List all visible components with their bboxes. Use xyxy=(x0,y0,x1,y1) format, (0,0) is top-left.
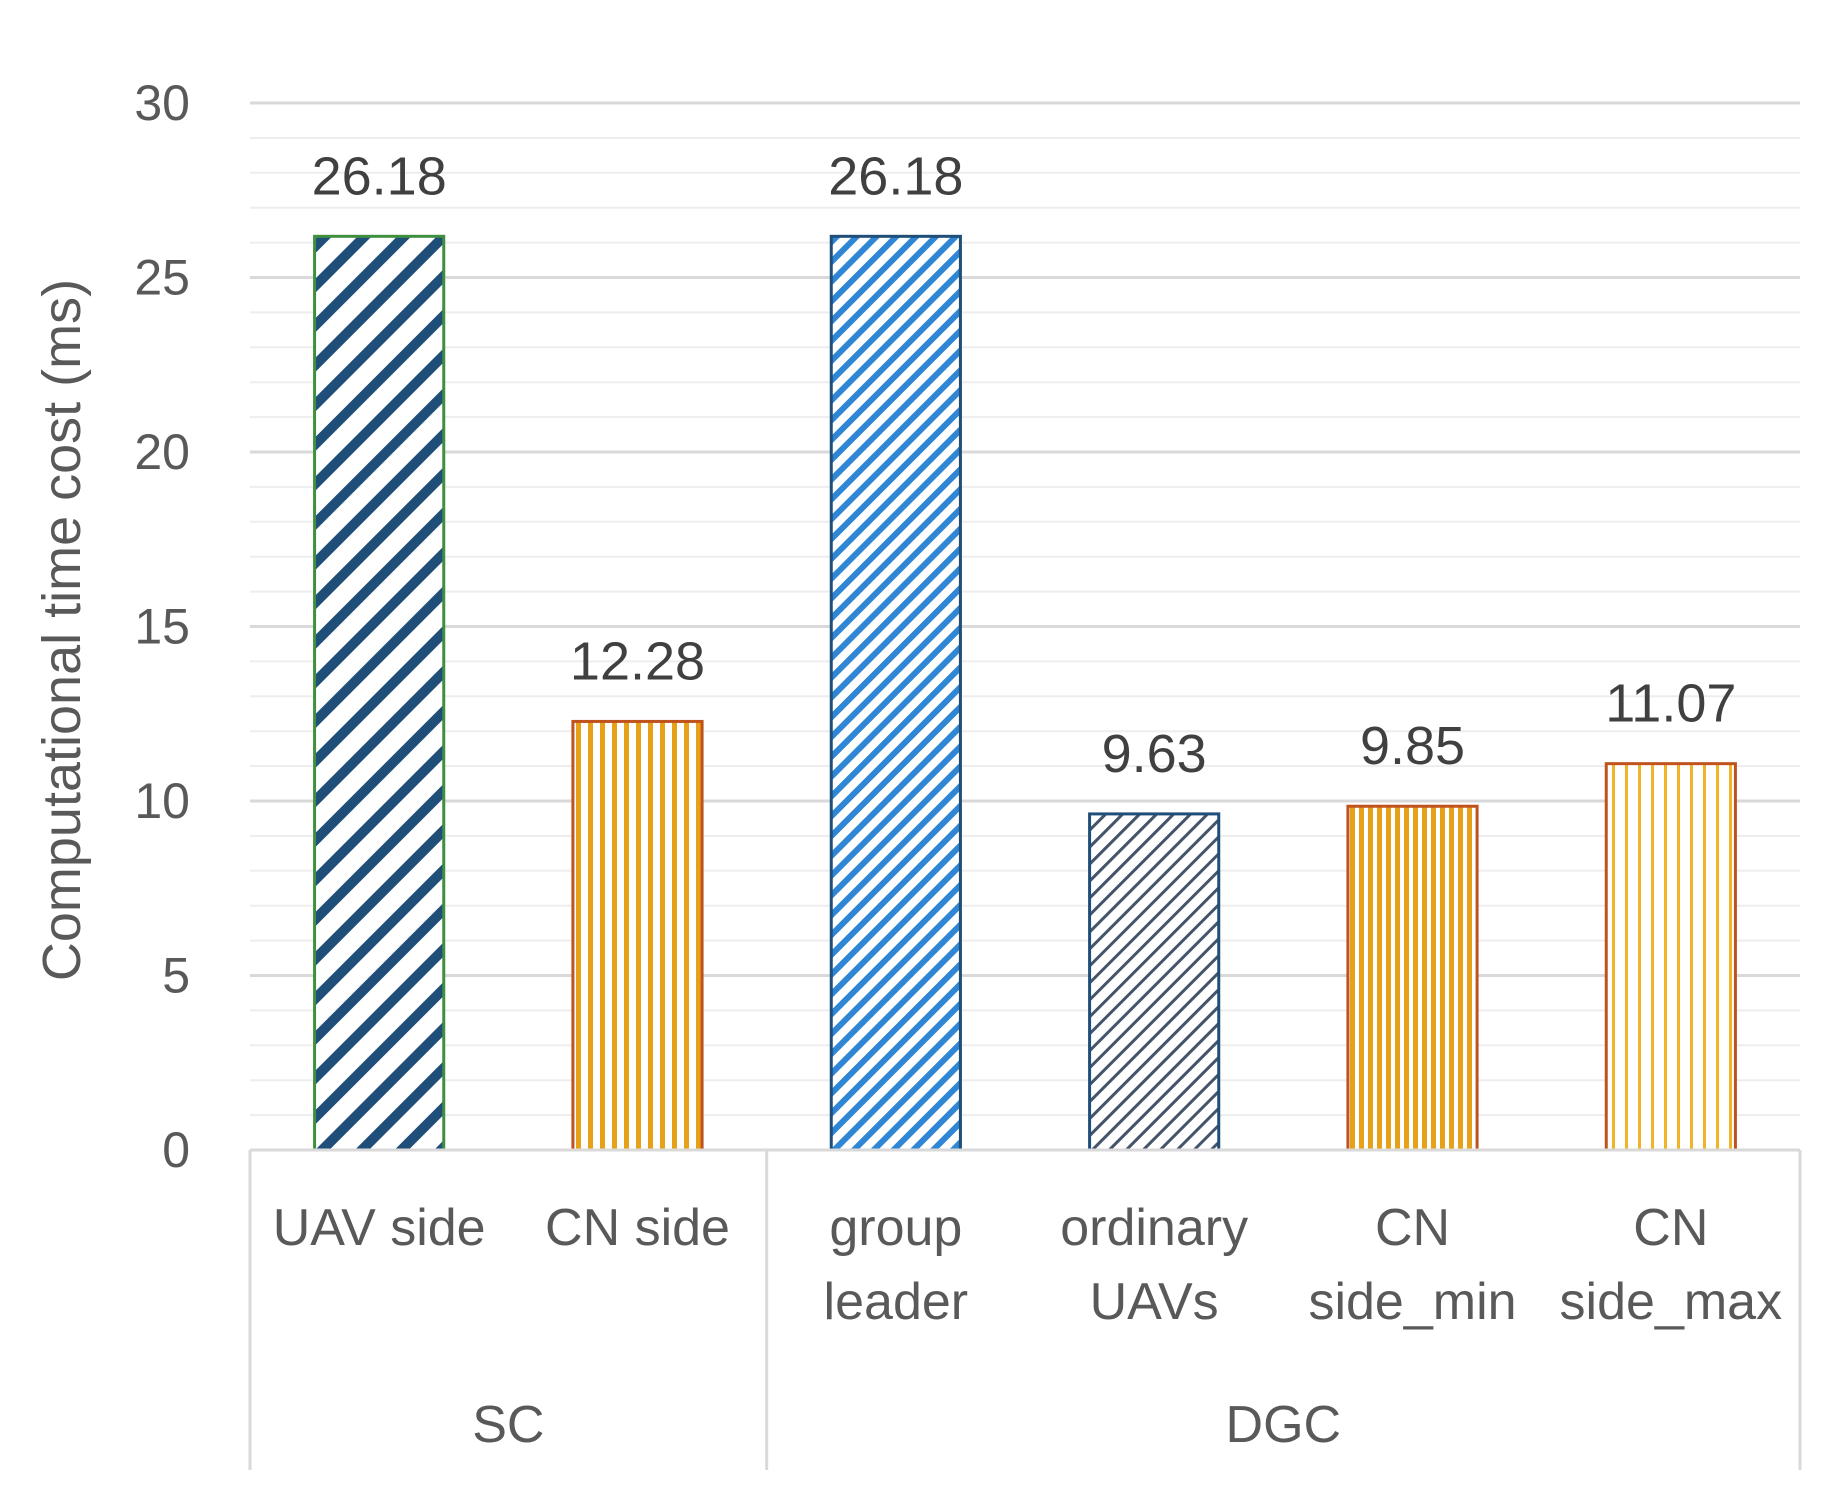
bar xyxy=(1088,812,1221,1152)
data-label: 26.18 xyxy=(828,146,963,206)
y-tick-label: 10 xyxy=(134,773,190,829)
data-label: 26.18 xyxy=(312,146,447,206)
y-axis-ticks: 0 5 10 15 20 25 30 xyxy=(134,75,190,1178)
y-axis-title: Computational time cost (ms) xyxy=(32,279,92,981)
x-group-label: SC xyxy=(472,1396,544,1454)
y-tick-label: 15 xyxy=(134,599,190,655)
x-category-label: ordinary UAVs xyxy=(1060,1199,1248,1331)
bar xyxy=(313,234,446,1152)
x-category-label: UAV side xyxy=(273,1199,486,1257)
x-axis: UAV side CN side group leader ordinary UAVs CN… xyxy=(248,1148,1802,1470)
data-label: 11.07 xyxy=(1605,674,1736,734)
data-label: 12.28 xyxy=(570,631,705,691)
y-tick-label: 25 xyxy=(134,250,190,306)
bars xyxy=(313,234,1737,1152)
x-category-label: CN side xyxy=(545,1199,730,1257)
y-tick-label: 20 xyxy=(134,424,190,480)
gridlines xyxy=(250,101,1800,1117)
y-tick-label: 5 xyxy=(162,948,190,1004)
data-labels: 26.18 12.28 26.18 9.63 9.85 11.07 xyxy=(312,146,1737,784)
y-tick-label: 0 xyxy=(162,1122,190,1178)
data-label: 9.85 xyxy=(1360,716,1465,776)
x-category-label: group leader xyxy=(824,1199,969,1331)
bar xyxy=(571,719,704,1152)
x-group-label: DGC xyxy=(1226,1396,1342,1454)
data-label: 9.63 xyxy=(1102,724,1207,784)
bar xyxy=(829,234,962,1152)
x-category-label: CN side_min xyxy=(1308,1199,1516,1331)
bar xyxy=(1346,804,1479,1152)
x-category-label: CN side_max xyxy=(1560,1199,1783,1331)
bar xyxy=(1604,762,1737,1152)
y-tick-label: 30 xyxy=(134,75,190,131)
